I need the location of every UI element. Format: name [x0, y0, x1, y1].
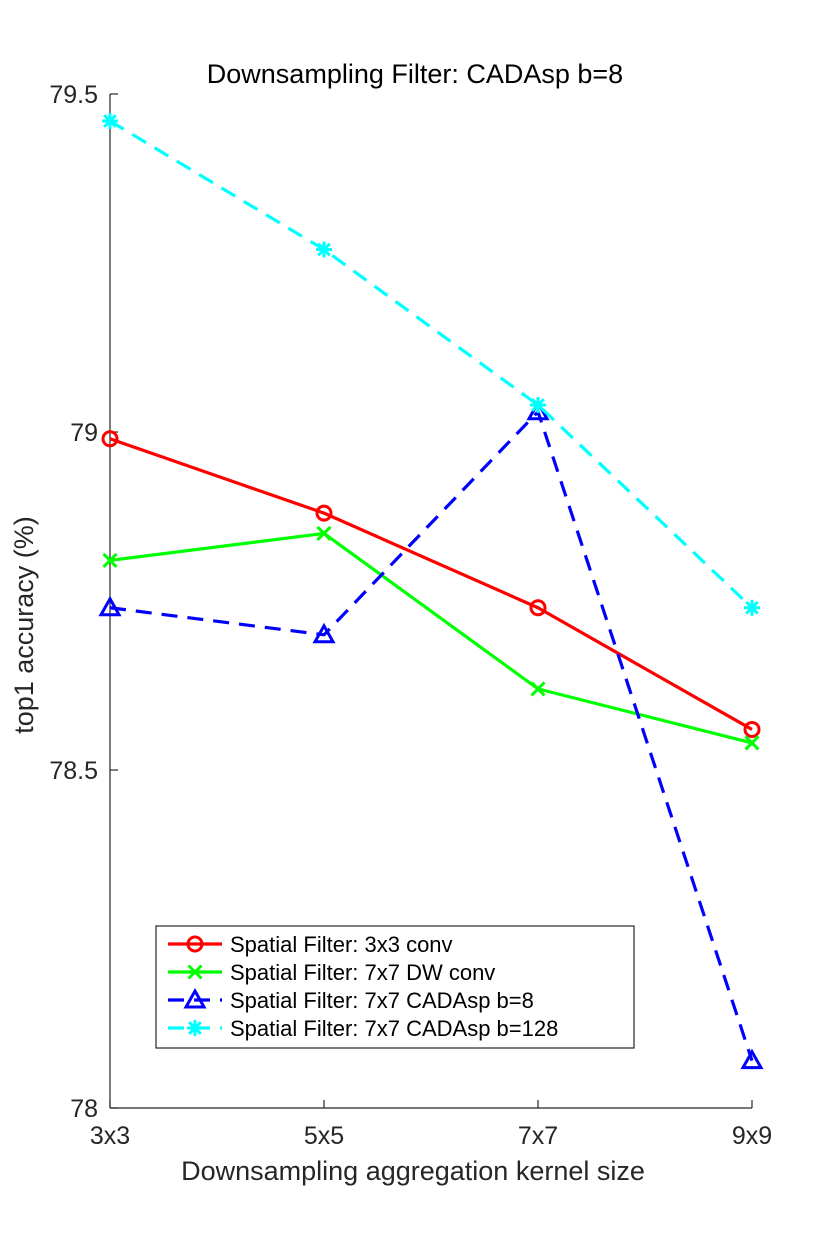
legend-box	[155, 925, 635, 1049]
circle-marker	[743, 720, 761, 738]
legend-marker	[186, 935, 204, 953]
star-marker	[102, 113, 118, 130]
series-line	[109, 437, 753, 731]
legend-marker	[187, 964, 203, 980]
x-marker	[316, 525, 332, 541]
circle-marker	[315, 504, 333, 522]
x-marker	[744, 735, 760, 751]
series-1	[101, 430, 761, 738]
data-point	[744, 735, 760, 751]
triangle-marker	[312, 622, 336, 644]
data-point	[312, 622, 336, 644]
data-point	[102, 113, 118, 130]
plot-series	[98, 113, 764, 1070]
x-tick-label: 3x3	[90, 1122, 130, 1150]
x-tick-label: 7x7	[518, 1122, 558, 1150]
series-4	[102, 113, 760, 616]
circle-marker	[101, 430, 119, 448]
legend-marker	[187, 1020, 203, 1036]
chart-title: Downsampling Filter: CADAsp b=8	[207, 59, 623, 89]
data-point	[315, 504, 333, 522]
y-axis-label: top1 accuracy (%)	[9, 516, 39, 734]
legend-label: Spatial Filter: 7x7 CADAsp b=128	[230, 1016, 558, 1041]
triangle-marker	[98, 595, 122, 617]
triangle-marker	[740, 1048, 764, 1070]
x-tick-label: 5x5	[304, 1122, 344, 1150]
y-tick-label: 78.5	[49, 757, 98, 785]
legend-item: Spatial Filter: 3x3 conv	[168, 932, 453, 957]
data-point	[101, 430, 119, 448]
star-marker	[530, 396, 546, 413]
y-tick-label: 78	[70, 1095, 98, 1123]
series-line	[109, 531, 753, 745]
data-point	[743, 720, 761, 738]
triangle-marker	[183, 987, 207, 1009]
data-point	[529, 599, 547, 617]
legend-label: Spatial Filter: 7x7 DW conv	[230, 960, 495, 985]
x-axis: 3x3 5x5 7x7 9x9	[90, 1100, 772, 1150]
y-tick-label: 79	[70, 419, 98, 447]
data-point	[316, 525, 332, 541]
data-point	[530, 396, 546, 413]
star-marker	[187, 1020, 203, 1036]
x-marker	[187, 964, 203, 980]
series-2	[102, 525, 760, 751]
y-tick-label: 79.5	[49, 81, 98, 109]
data-point	[102, 552, 118, 569]
legend-marker	[183, 987, 207, 1009]
x-marker	[530, 681, 546, 697]
legend-label: Spatial Filter: 3x3 conv	[230, 932, 453, 957]
x-axis-label: Downsampling aggregation kernel size	[181, 1156, 645, 1186]
data-point	[740, 1048, 764, 1070]
data-point	[316, 241, 332, 258]
legend-label: Spatial Filter: 7x7 CADAsp b=8	[230, 988, 534, 1013]
data-point	[530, 681, 546, 697]
legend-item: Spatial Filter: 7x7 CADAsp b=128	[168, 1016, 558, 1041]
data-point	[744, 599, 760, 616]
star-marker	[316, 241, 332, 258]
star-marker	[744, 599, 760, 616]
data-point	[98, 595, 122, 617]
series-line	[109, 410, 754, 1062]
legend-item: Spatial Filter: 7x7 DW conv	[168, 960, 495, 985]
legend-item: Spatial Filter: 7x7 CADAsp b=8	[168, 987, 534, 1013]
legend: Spatial Filter: 3x3 conv Spatial Filter: …	[155, 925, 635, 1049]
x-tick-label: 9x9	[732, 1122, 772, 1150]
circle-marker	[186, 935, 204, 953]
circle-marker	[529, 599, 547, 617]
series-line	[109, 119, 754, 609]
x-marker	[102, 552, 118, 569]
